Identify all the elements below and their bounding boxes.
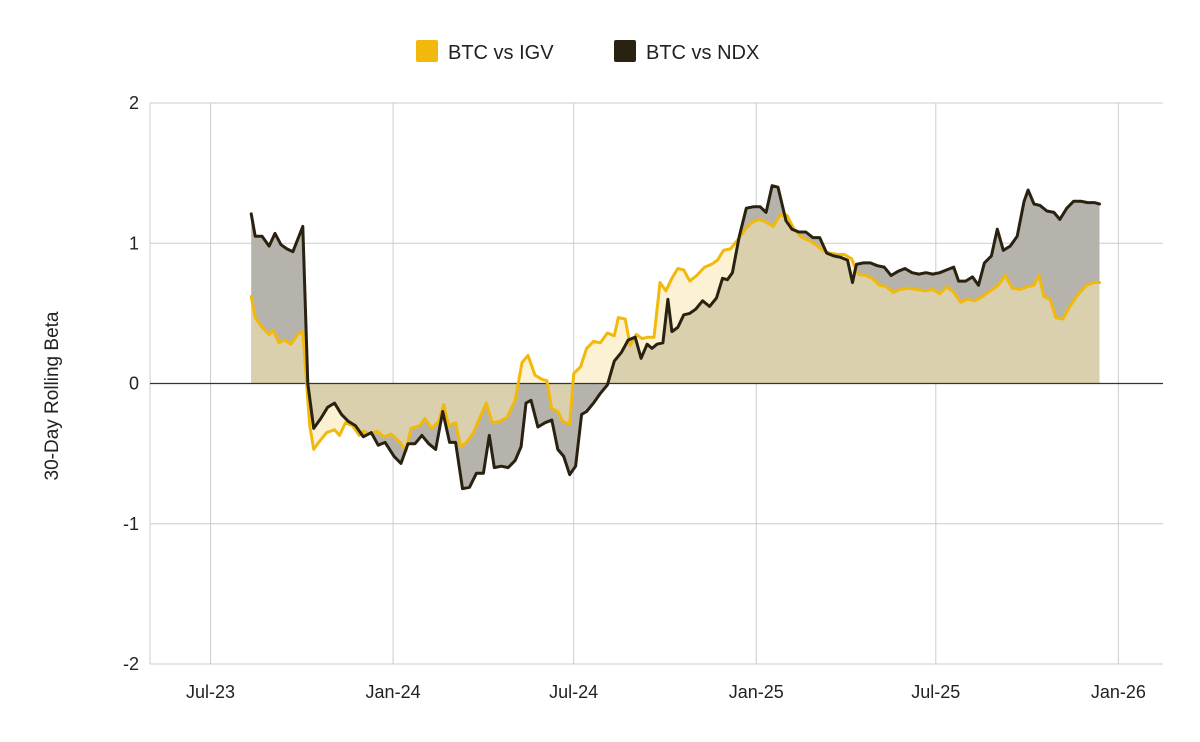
series-line-ndx [249, 184, 1101, 491]
y-axis-ticks: 2 1 0 -1 -2 [123, 93, 139, 674]
y-axis-title: 30-Day Rolling Beta [42, 311, 63, 480]
legend: BTC vs IGV BTC vs NDX [416, 40, 759, 64]
x-tick-label: Jan-25 [729, 682, 784, 702]
legend-swatch-igv [416, 40, 438, 62]
area-fills [251, 185, 1100, 489]
x-tick-label: Jul-24 [549, 682, 598, 702]
x-axis-ticks: Jul-23 Jan-24 Jul-24 Jan-25 Jul-25 Jan-26 [186, 682, 1146, 702]
x-tick-label: Jul-25 [911, 682, 960, 702]
legend-label-ndx: BTC vs NDX [646, 42, 759, 64]
y-tick-label: 0 [129, 374, 139, 394]
x-tick-label: Jul-23 [186, 682, 235, 702]
y-tick-label: -1 [123, 514, 139, 534]
legend-swatch-ndx [614, 40, 636, 62]
area-fill-igv [251, 215, 1100, 451]
series-line-igv [249, 213, 1101, 453]
legend-label-igv: BTC vs IGV [448, 42, 554, 64]
x-tick-label: Jan-26 [1091, 682, 1146, 702]
y-tick-label: 1 [129, 233, 139, 253]
x-tick-label: Jan-24 [366, 682, 421, 702]
y-tick-label: 2 [129, 93, 139, 113]
y-tick-label: -2 [123, 654, 139, 674]
series-lines [249, 184, 1101, 491]
